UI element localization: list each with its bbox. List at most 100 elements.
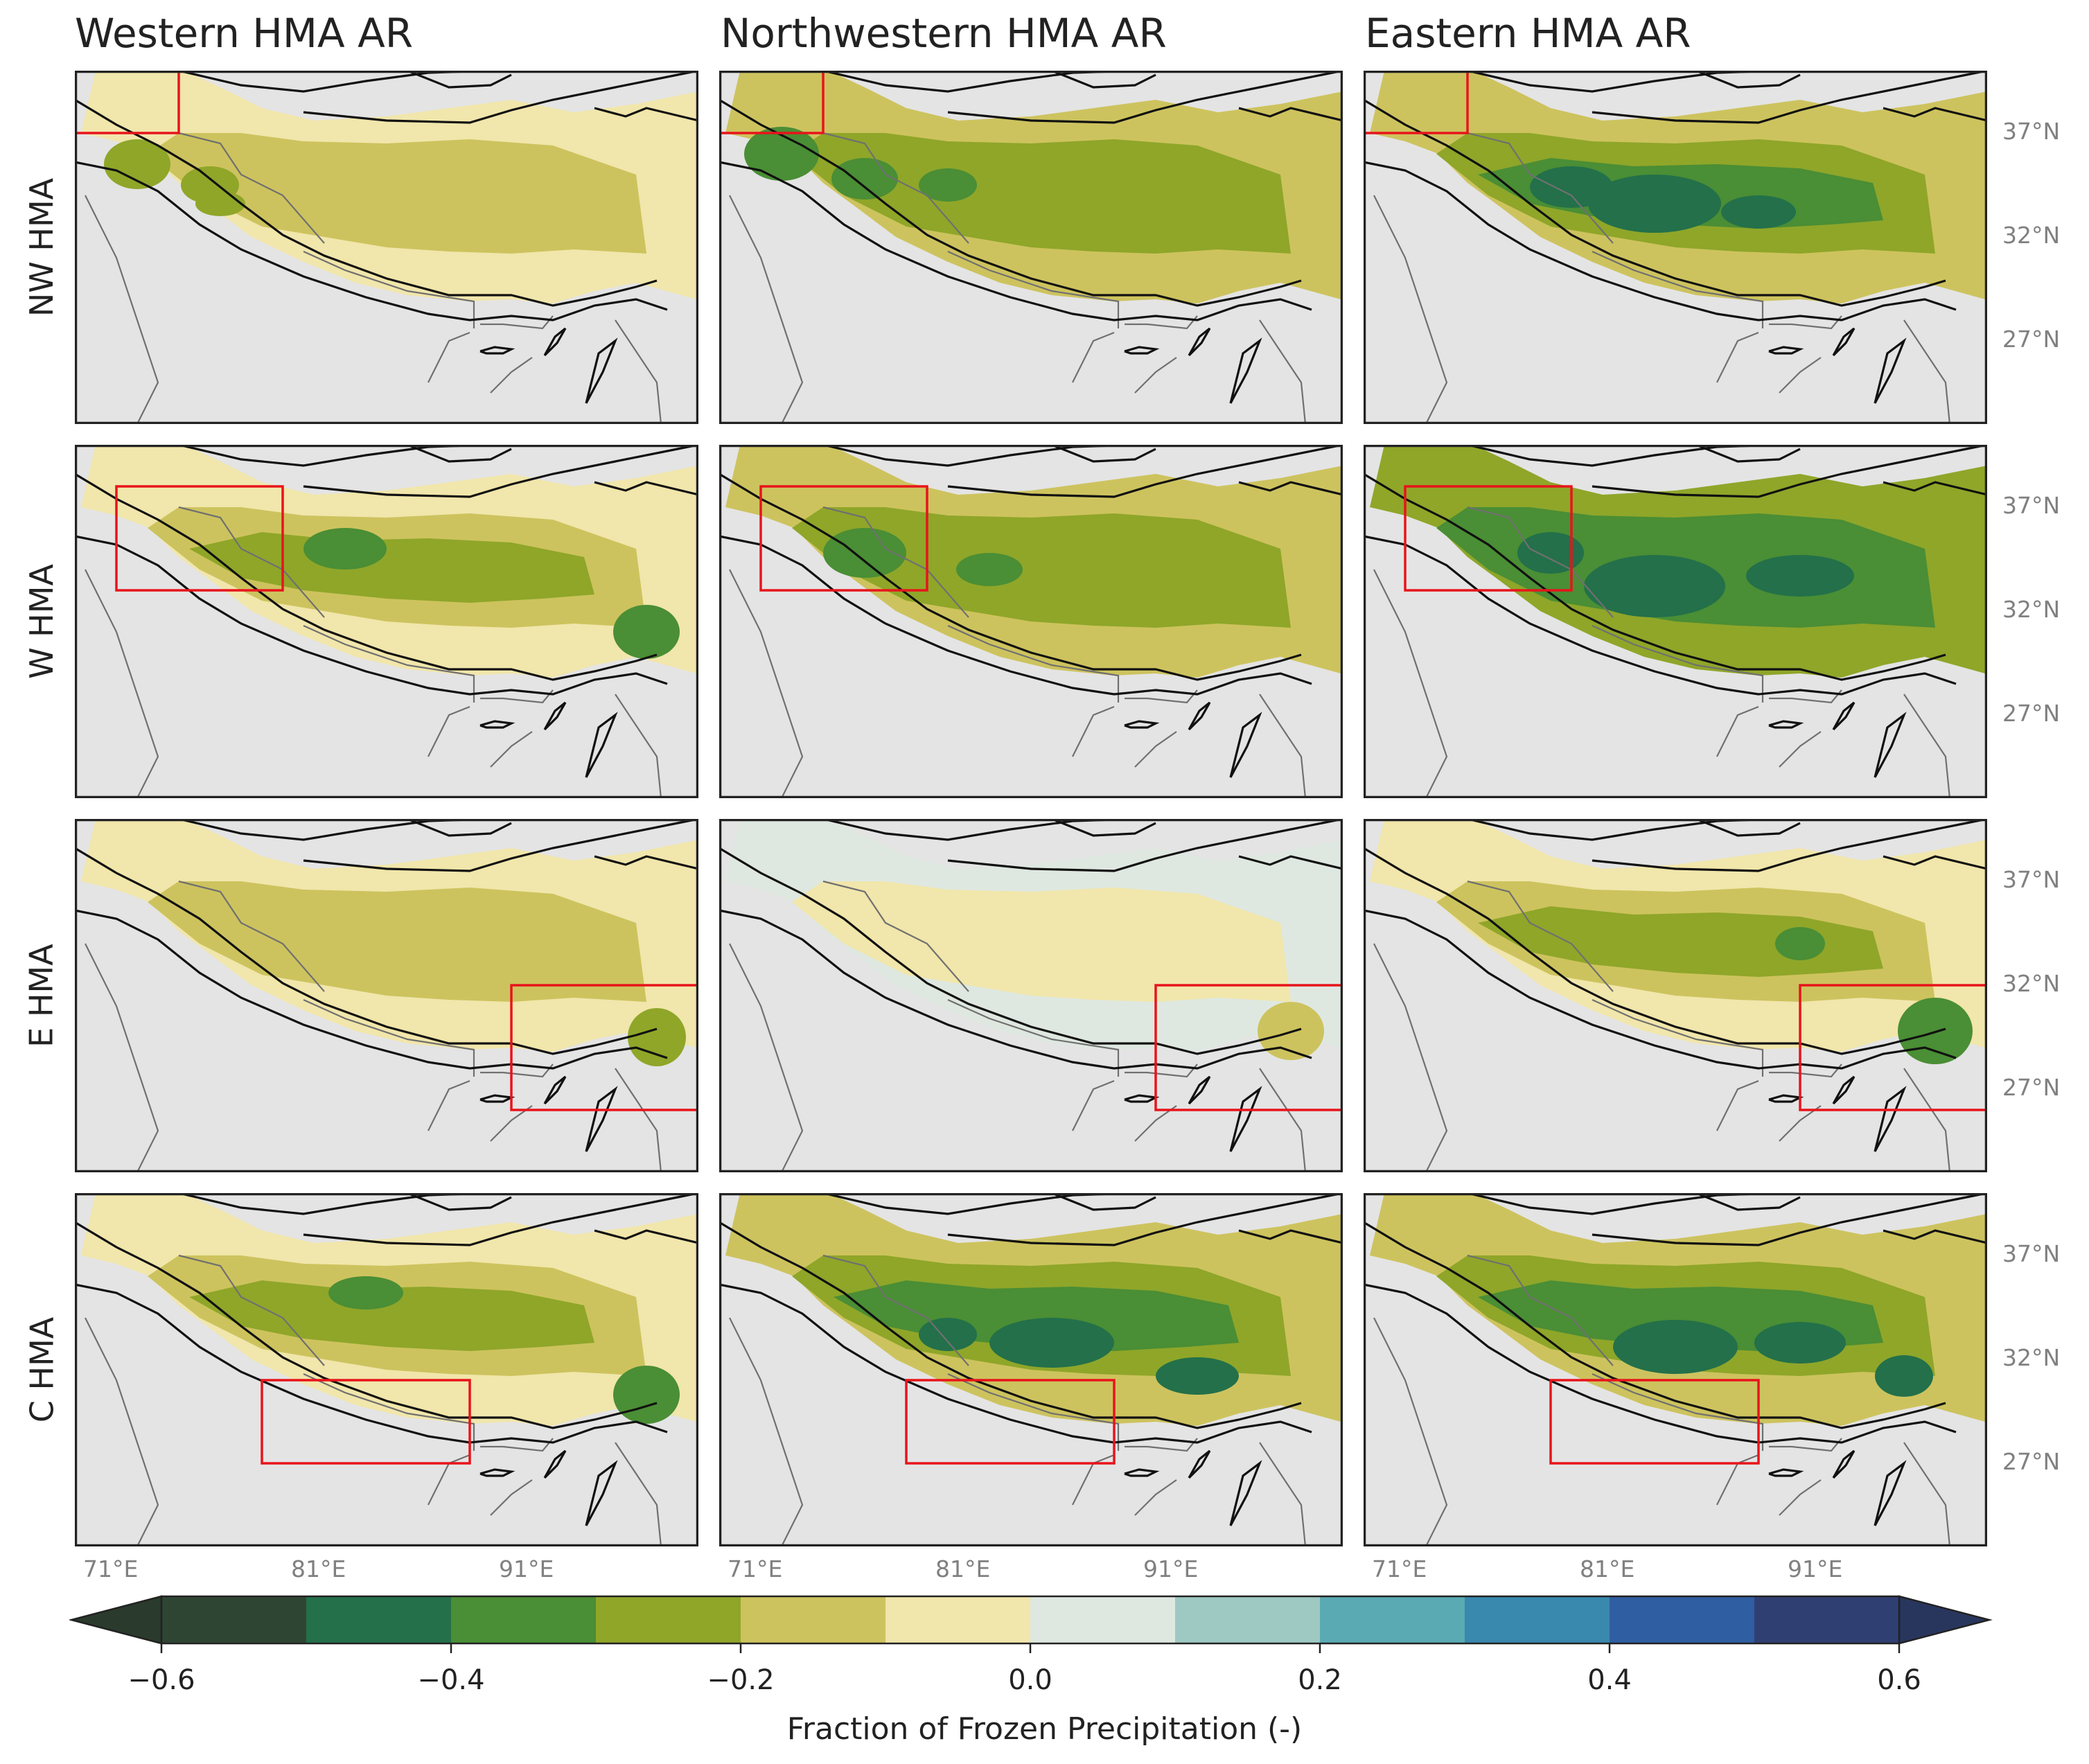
country-border xyxy=(1373,943,1448,1172)
country-border xyxy=(303,1373,475,1451)
country-border xyxy=(822,880,969,992)
region-box xyxy=(905,1379,1116,1465)
country-border xyxy=(1467,506,1614,618)
field-blob xyxy=(1530,166,1613,208)
colorbar-tick: −0.6 xyxy=(127,1664,195,1696)
contour-line xyxy=(1883,1229,1987,1244)
contour-line xyxy=(1832,327,1856,357)
contour-line xyxy=(1188,701,1211,731)
panel-frame xyxy=(719,819,1343,1172)
country-border xyxy=(615,319,662,424)
country-border xyxy=(1134,731,1177,768)
contour-line xyxy=(303,445,698,498)
country-border xyxy=(490,357,533,394)
country-border xyxy=(1373,569,1448,798)
contour-line xyxy=(543,327,567,357)
contour-line xyxy=(1874,712,1907,778)
contour-line xyxy=(1051,1193,1156,1211)
country-border xyxy=(1592,624,1764,703)
country-border xyxy=(729,943,804,1172)
row-label-nw-hma: NW HMA xyxy=(23,177,61,317)
lat-tick-37n: 37°N xyxy=(2002,866,2061,893)
field-blob xyxy=(328,1276,403,1309)
field-blob xyxy=(1588,175,1721,233)
contour-line xyxy=(1364,847,1946,1055)
map-panel xyxy=(1364,1193,1987,1546)
contour-line xyxy=(719,1221,1302,1429)
contour-line xyxy=(479,1094,515,1103)
contour-line xyxy=(1592,445,1987,498)
contour-line xyxy=(1768,346,1804,355)
country-border xyxy=(1072,705,1115,757)
contour-line xyxy=(1695,1193,1801,1211)
lat-tick-32n: 32°N xyxy=(2002,222,2061,249)
contour-line xyxy=(585,712,618,778)
colorbar-tick: 0.2 xyxy=(1298,1664,1342,1696)
region-box xyxy=(75,71,180,134)
country-border xyxy=(1259,694,1307,798)
country-border xyxy=(1903,1068,1951,1172)
lon-tick-91e: 91°E xyxy=(499,1555,554,1582)
lat-tick-27n: 27°N xyxy=(2002,1448,2061,1475)
field-blob xyxy=(989,1318,1114,1368)
country-border xyxy=(1467,1254,1614,1366)
contour-line xyxy=(1364,161,1957,321)
field-blob xyxy=(1754,1322,1846,1364)
field-core xyxy=(834,532,1239,603)
contour-line xyxy=(719,98,1302,307)
contour-line xyxy=(947,71,1343,124)
contour-line xyxy=(594,481,698,496)
country-border xyxy=(1592,1373,1764,1451)
country-border xyxy=(1125,1064,1198,1078)
lon-tick-71e: 71°E xyxy=(1372,1555,1427,1582)
map-panel xyxy=(719,71,1343,424)
field-blob xyxy=(1746,555,1854,597)
contour-line xyxy=(1188,1075,1211,1105)
country-border xyxy=(85,569,159,798)
country-border xyxy=(490,731,533,768)
colorbar-segment xyxy=(451,1596,597,1643)
contour-line xyxy=(479,346,515,355)
country-border xyxy=(729,195,804,424)
colorbar-segment xyxy=(1320,1596,1465,1643)
contour-line xyxy=(1238,481,1343,496)
country-border xyxy=(1259,319,1307,424)
country-border xyxy=(729,569,804,798)
field-blob xyxy=(956,553,1023,586)
colorbar-segment xyxy=(306,1596,452,1643)
country-border xyxy=(947,998,1120,1077)
contour-line xyxy=(1883,855,1987,870)
contour-line xyxy=(75,473,658,681)
field-blob xyxy=(1517,532,1584,574)
contour-line xyxy=(1124,720,1160,729)
country-border xyxy=(947,250,1120,328)
country-border xyxy=(1259,1068,1307,1172)
lat-tick-27n: 27°N xyxy=(2002,1074,2061,1101)
lon-tick-81e: 81°E xyxy=(935,1555,991,1582)
country-border xyxy=(1903,694,1951,798)
contour-line xyxy=(75,1283,668,1444)
country-border xyxy=(1467,880,1614,992)
country-border xyxy=(822,1254,969,1366)
contour-line xyxy=(543,701,567,731)
country-border xyxy=(480,1438,554,1452)
map-panel xyxy=(719,445,1343,798)
country-border xyxy=(1072,1079,1115,1131)
panel-frame xyxy=(75,445,698,798)
colorbar-tick: 0.4 xyxy=(1587,1664,1632,1696)
map-panel xyxy=(75,819,698,1172)
panel-frame xyxy=(1364,445,1987,798)
lat-tick-27n: 27°N xyxy=(2002,700,2061,727)
country-border xyxy=(303,250,475,328)
lat-tick-37n: 37°N xyxy=(2002,1240,2061,1267)
contour-line xyxy=(543,1449,567,1479)
country-border xyxy=(178,880,325,992)
field-blob xyxy=(104,139,170,189)
country-border xyxy=(822,132,969,244)
contour-line xyxy=(1229,1086,1262,1152)
country-border xyxy=(1373,195,1448,424)
contour-line xyxy=(947,1193,1343,1246)
country-border xyxy=(303,998,475,1077)
contour-line xyxy=(1229,712,1262,778)
